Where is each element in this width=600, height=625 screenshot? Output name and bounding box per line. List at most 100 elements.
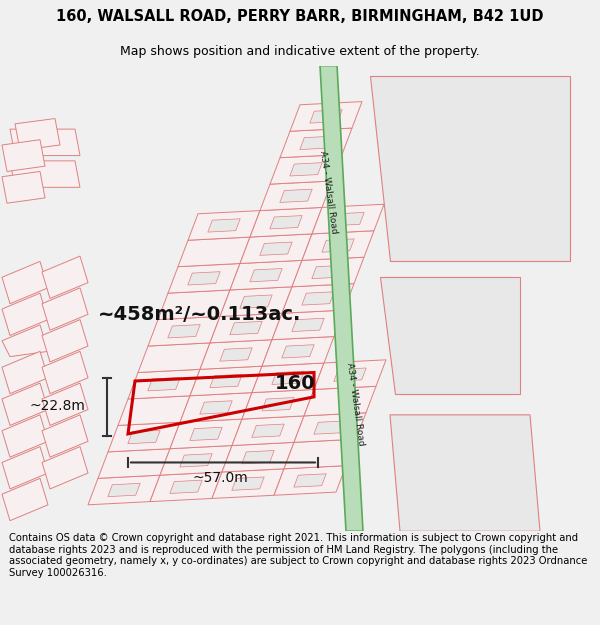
Polygon shape — [2, 383, 48, 426]
Polygon shape — [282, 344, 314, 358]
Text: ~458m²/~0.113ac.: ~458m²/~0.113ac. — [98, 305, 302, 324]
Polygon shape — [98, 449, 170, 478]
Polygon shape — [188, 211, 260, 240]
Polygon shape — [150, 472, 222, 502]
Polygon shape — [188, 272, 220, 285]
Polygon shape — [230, 261, 302, 290]
Polygon shape — [42, 319, 88, 362]
Polygon shape — [302, 231, 374, 261]
Polygon shape — [148, 378, 180, 391]
Polygon shape — [2, 171, 45, 203]
Polygon shape — [290, 162, 322, 176]
Polygon shape — [42, 288, 88, 330]
Text: 160: 160 — [275, 374, 316, 392]
Polygon shape — [42, 447, 88, 489]
Polygon shape — [190, 428, 222, 441]
Polygon shape — [108, 483, 140, 497]
Text: Map shows position and indicative extent of the property.: Map shows position and indicative extent… — [120, 45, 480, 58]
Polygon shape — [272, 371, 304, 384]
Polygon shape — [200, 340, 272, 369]
Polygon shape — [220, 287, 292, 316]
Polygon shape — [180, 454, 212, 467]
Polygon shape — [138, 343, 210, 372]
Polygon shape — [128, 431, 160, 444]
Polygon shape — [210, 313, 282, 343]
Polygon shape — [292, 257, 364, 287]
Polygon shape — [272, 310, 344, 340]
Polygon shape — [262, 336, 334, 366]
Polygon shape — [178, 237, 250, 267]
Polygon shape — [190, 366, 262, 396]
Polygon shape — [302, 292, 334, 305]
Polygon shape — [2, 261, 48, 304]
Polygon shape — [250, 208, 322, 237]
Polygon shape — [284, 439, 356, 469]
Polygon shape — [170, 480, 202, 494]
Polygon shape — [222, 442, 294, 472]
Polygon shape — [2, 140, 45, 171]
Polygon shape — [300, 136, 332, 149]
Polygon shape — [200, 401, 232, 414]
Polygon shape — [294, 474, 326, 487]
Polygon shape — [15, 119, 60, 150]
Polygon shape — [148, 316, 220, 346]
Polygon shape — [294, 412, 366, 442]
Polygon shape — [232, 477, 264, 490]
Polygon shape — [332, 213, 364, 226]
Polygon shape — [2, 447, 48, 489]
Polygon shape — [232, 416, 304, 446]
Polygon shape — [220, 348, 252, 361]
Polygon shape — [290, 102, 362, 131]
Polygon shape — [260, 242, 292, 256]
Polygon shape — [252, 363, 324, 392]
Polygon shape — [42, 383, 88, 426]
Polygon shape — [10, 161, 80, 188]
Polygon shape — [370, 76, 570, 261]
Polygon shape — [118, 396, 190, 426]
Polygon shape — [160, 446, 232, 475]
Polygon shape — [280, 189, 312, 202]
Polygon shape — [262, 398, 294, 411]
Polygon shape — [312, 204, 384, 234]
Polygon shape — [212, 469, 284, 499]
Polygon shape — [260, 181, 332, 211]
Polygon shape — [240, 295, 272, 308]
Text: ~57.0m: ~57.0m — [192, 471, 248, 486]
Polygon shape — [322, 239, 354, 252]
Text: ~22.8m: ~22.8m — [29, 399, 85, 413]
Polygon shape — [310, 110, 342, 123]
Polygon shape — [168, 324, 200, 338]
Polygon shape — [2, 478, 48, 521]
Polygon shape — [242, 389, 314, 419]
Text: A34 - Walsall Road: A34 - Walsall Road — [345, 362, 365, 446]
Polygon shape — [128, 369, 200, 399]
Polygon shape — [42, 256, 88, 298]
Polygon shape — [390, 415, 540, 531]
Polygon shape — [180, 392, 252, 422]
Polygon shape — [270, 216, 302, 229]
Polygon shape — [334, 368, 366, 381]
Polygon shape — [2, 325, 48, 357]
Polygon shape — [230, 321, 262, 335]
Polygon shape — [210, 374, 242, 388]
Polygon shape — [158, 290, 230, 319]
Polygon shape — [292, 318, 324, 331]
Polygon shape — [10, 129, 80, 156]
Polygon shape — [280, 128, 352, 158]
Polygon shape — [240, 234, 312, 264]
Polygon shape — [282, 284, 354, 313]
Polygon shape — [270, 154, 342, 184]
Polygon shape — [2, 415, 48, 457]
Polygon shape — [250, 269, 282, 282]
Polygon shape — [252, 424, 284, 438]
Polygon shape — [380, 278, 520, 394]
Polygon shape — [42, 415, 88, 457]
Text: A34 - Walsall Road: A34 - Walsall Road — [318, 151, 338, 235]
Polygon shape — [314, 360, 386, 389]
Text: 160, WALSALL ROAD, PERRY BARR, BIRMINGHAM, B42 1UD: 160, WALSALL ROAD, PERRY BARR, BIRMINGHA… — [56, 9, 544, 24]
Polygon shape — [108, 422, 180, 452]
Polygon shape — [42, 351, 88, 394]
Polygon shape — [2, 351, 48, 394]
Polygon shape — [88, 475, 160, 505]
Polygon shape — [320, 66, 363, 531]
